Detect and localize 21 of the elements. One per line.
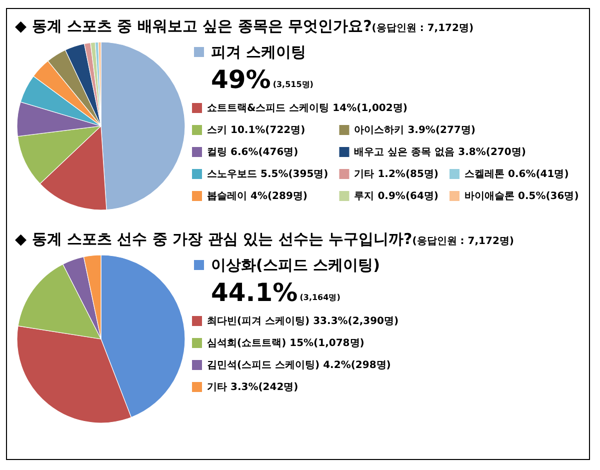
legend-label: 루지 0.9%(64명) [354,191,439,202]
text: (응답인원 : 7,172명) [412,236,514,247]
legend-label: 바이애슬론 0.5%(36명) [464,191,579,202]
legend-label: 기타 3.3%(242명) [207,382,298,393]
legend-label: 피겨 스케이팅 [211,43,306,61]
legend-label: 심석희(쇼트트랙) 15%(1,078명) [207,338,364,349]
legend-label: 스켈레톤 0.6%(41명) [464,169,569,180]
data-label: 44.1%(3,164명) [211,278,340,307]
legend-label: 스키 10.1%(722명) [207,125,306,136]
legend-label: 배우고 싶은 종목 없음 3.8%(270명) [354,147,526,158]
legend-label: 최다빈(피겨 스케이팅) 33.3%(2,390명) [207,316,399,327]
legend-label: 김민석(스피드 스케이팅) 4.2%(298명) [207,360,391,371]
legend-label: 컬링 6.6%(476명) [207,147,298,158]
chart-subtitle: (응답인원 : 7,172명) [372,23,474,34]
legend-label: 스노우보드 5.5%(395명) [207,169,328,180]
legend-label: 봅슬레이 4%(289명) [207,191,308,202]
legend-label: 기타 1.2%(85명) [354,169,439,180]
data-label: 49%(3,515명) [211,65,314,94]
legend-label: 쇼트트랙&스피드 스케이팅 14%(1,002명) [207,103,408,114]
legend-label: 이상화(스피드 스케이팅) [211,256,380,274]
legend-label: 아이스하키 3.9%(277명) [354,125,476,136]
